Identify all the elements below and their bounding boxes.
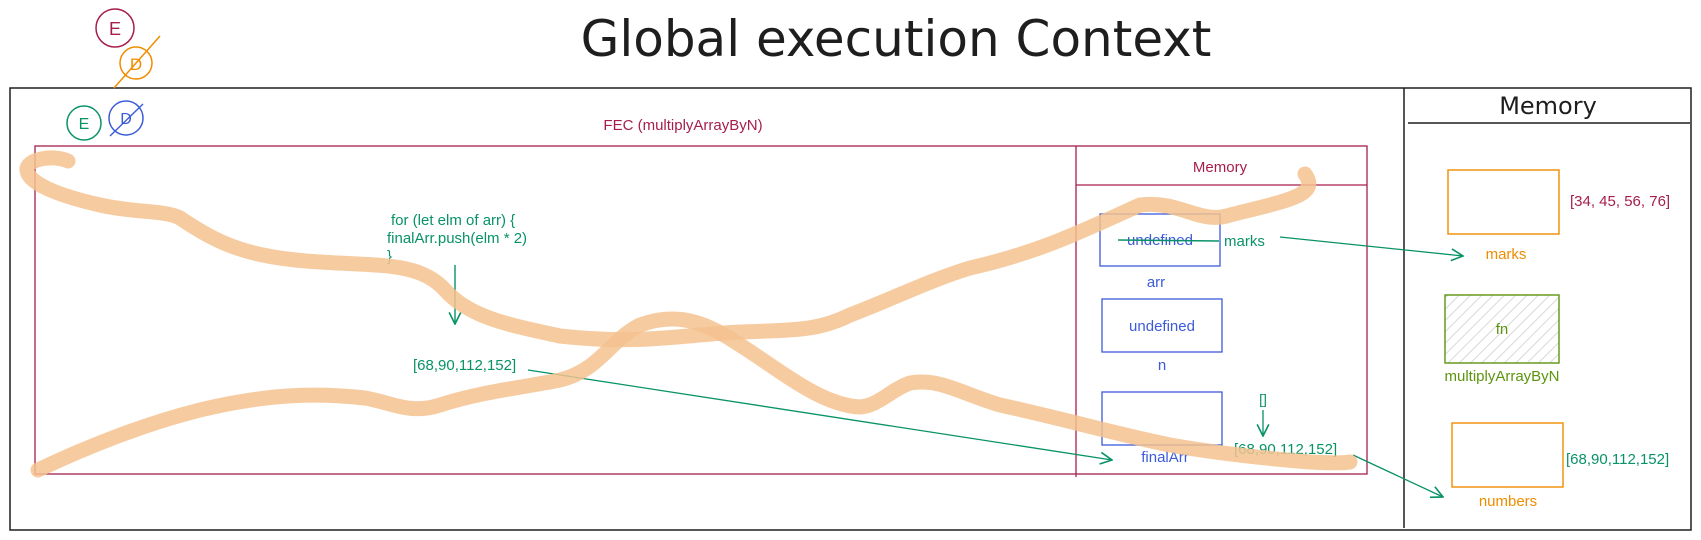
marker-d-strike	[113, 35, 161, 89]
gec-memory-item-marks: [34, 45, 56, 76] marks	[1447, 169, 1670, 263]
numbers-box	[1451, 422, 1564, 488]
numbers-value: [68,90,112,152]	[1566, 451, 1669, 468]
code-line: finalArr.push(elm * 2)	[387, 230, 527, 247]
code-block: for (let elm of arr) { finalArr.push(elm…	[387, 212, 527, 265]
fn-box	[1444, 294, 1560, 364]
marker-d-inner-circle	[108, 100, 144, 136]
gec-memory-item-numbers: [68,90,112,152] numbers	[1451, 422, 1669, 510]
top-markers: E D	[95, 8, 161, 89]
marker-e-circle	[95, 8, 135, 48]
marks-box	[1447, 169, 1560, 235]
inner-markers: E D	[66, 100, 144, 141]
highlighter-stroke-upper	[19, 150, 1317, 348]
gec-frame	[9, 87, 1692, 531]
marks-name: marks	[1486, 246, 1527, 263]
fec-title: FEC (multiplyArrayByN)	[603, 117, 762, 134]
finalarr-initial: []	[1259, 391, 1267, 407]
fec-memory-heading: Memory	[1193, 159, 1248, 176]
marker-d-inner-strike	[109, 103, 144, 137]
marker-d-circle	[119, 46, 153, 80]
marker-e-top: E	[109, 19, 121, 39]
gec-memory-item-fn: fn multiplyArrayByN	[1444, 294, 1560, 385]
gec-memory-heading: Memory	[1499, 92, 1597, 120]
marks-value: [34, 45, 56, 76]	[1570, 193, 1670, 210]
n-value: undefined	[1129, 318, 1195, 335]
arr-box	[1099, 213, 1221, 267]
n-box	[1101, 298, 1223, 353]
highlighter-strokes	[19, 150, 1358, 478]
marker-e-inner-circle	[66, 105, 102, 141]
fec-frame	[34, 145, 1368, 475]
fn-value: fn	[1496, 321, 1509, 338]
arr-value-strike	[1117, 239, 1220, 242]
page-title: Global execution Context	[581, 10, 1212, 68]
fec-result: [68,90,112,152]	[413, 357, 516, 374]
arr-ref-label: marks	[1224, 233, 1265, 250]
code-line: }	[387, 248, 392, 265]
n-name: n	[1158, 357, 1166, 374]
arr-to-marks-arrow	[1279, 236, 1463, 256]
finalarr-to-numbers-arrow	[1352, 454, 1443, 497]
fn-name: multiplyArrayByN	[1444, 368, 1559, 385]
marker-e-inner: E	[79, 116, 90, 133]
result-to-finalarr-arrow	[527, 369, 1112, 460]
highlighter-stroke-lower	[30, 311, 1358, 478]
code-line: for (let elm of arr) {	[391, 212, 515, 229]
numbers-name: numbers	[1479, 493, 1537, 510]
arr-name: arr	[1147, 274, 1165, 291]
marker-d-inner: D	[120, 111, 132, 128]
